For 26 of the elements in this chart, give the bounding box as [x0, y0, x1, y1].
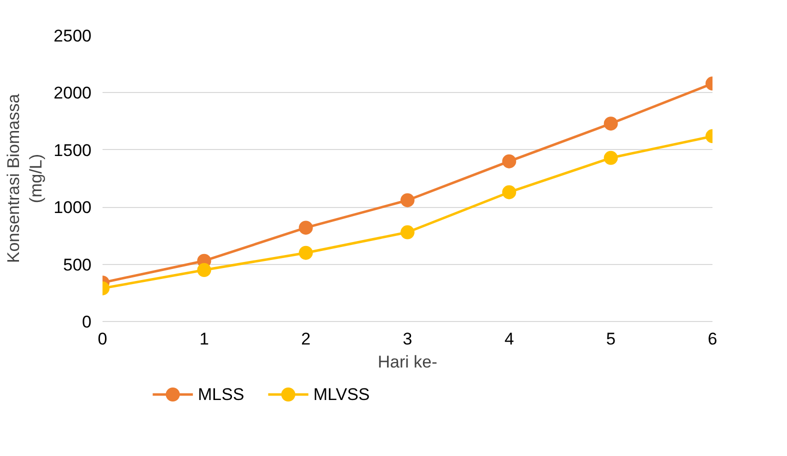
legend-label: MLSS [198, 385, 244, 404]
y-tick-label: 1500 [54, 140, 92, 160]
x-tick-label: 6 [708, 330, 718, 348]
point [502, 185, 516, 200]
point [502, 154, 516, 168]
point [400, 193, 414, 208]
x-tick-label: 1 [199, 330, 209, 348]
y-tick-label: 2500 [54, 26, 92, 46]
y-tick-label: 0 [82, 312, 92, 332]
x-tick-label: 4 [504, 330, 514, 348]
point [604, 150, 618, 165]
x-tick-label: 2 [301, 330, 311, 348]
x-tick-label: 0 [98, 330, 108, 348]
y-tick-label: 500 [63, 255, 92, 274]
point [298, 220, 313, 235]
y-tick-label: 1000 [54, 198, 92, 218]
x-tick-label: 3 [402, 330, 412, 348]
y-tick-label: 2000 [54, 84, 92, 103]
point [400, 225, 414, 240]
x-axis-title: Hari ke- [378, 352, 438, 372]
legend-label: MLVSS [313, 385, 370, 404]
point [604, 116, 618, 131]
point [298, 246, 313, 260]
y-axis-title: Konsentrasi Biomassa (mg/L) [4, 93, 46, 264]
x-tick-label: 5 [606, 330, 616, 348]
point [197, 263, 212, 278]
